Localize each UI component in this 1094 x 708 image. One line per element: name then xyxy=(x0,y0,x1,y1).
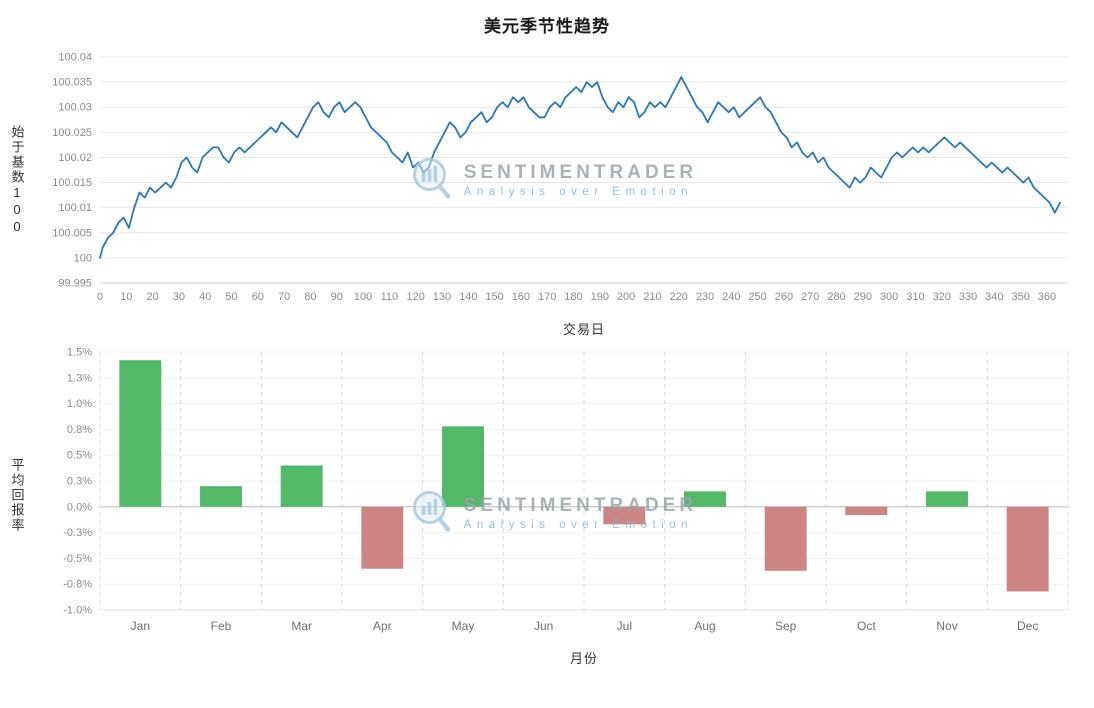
svg-text:170: 170 xyxy=(538,291,556,303)
svg-text:90: 90 xyxy=(331,291,343,303)
svg-text:140: 140 xyxy=(459,291,477,303)
svg-text:10: 10 xyxy=(120,291,132,303)
svg-text:Aug: Aug xyxy=(694,619,715,633)
bar-chart-x-axis-label-row: 月份 xyxy=(34,646,1084,673)
svg-text:330: 330 xyxy=(959,291,977,303)
svg-text:340: 340 xyxy=(985,291,1003,303)
svg-text:100.01: 100.01 xyxy=(58,202,92,214)
svg-text:100.04: 100.04 xyxy=(58,52,92,64)
line-chart-x-axis-label-row: 交易日 xyxy=(34,317,1084,344)
svg-text:100.03: 100.03 xyxy=(58,102,92,114)
bar-chart: 平均回报率 1.5% 1.3% 1.0% 0.8% 0.5% 0.3% 0.0% -0.3% -… xyxy=(0,344,1094,646)
svg-text:Sep: Sep xyxy=(775,619,797,633)
svg-text:Apr: Apr xyxy=(373,619,392,633)
svg-text:0.3%: 0.3% xyxy=(67,476,92,488)
svg-text:1.3%: 1.3% xyxy=(67,372,92,384)
svg-text:230: 230 xyxy=(696,291,714,303)
svg-text:210: 210 xyxy=(643,291,661,303)
svg-text:Jul: Jul xyxy=(617,619,632,633)
svg-text:Mar: Mar xyxy=(291,619,312,633)
svg-text:Oct: Oct xyxy=(857,619,876,633)
bar-chart-y-axis-label: 平均回报率 xyxy=(9,457,25,533)
svg-text:350: 350 xyxy=(1011,291,1029,303)
svg-text:320: 320 xyxy=(933,291,951,303)
page-title: 美元季节性趋势 xyxy=(484,17,610,36)
line-chart-svg: 100.04 100.035 100.03 100.025 100.02 100.015 1… xyxy=(52,52,1068,303)
svg-text:100.025: 100.025 xyxy=(52,127,92,139)
svg-text:100.005: 100.005 xyxy=(52,227,92,239)
svg-text:1.5%: 1.5% xyxy=(67,347,92,359)
svg-text:260: 260 xyxy=(775,291,793,303)
svg-text:0: 0 xyxy=(97,291,103,303)
svg-text:250: 250 xyxy=(748,291,766,303)
svg-text:30: 30 xyxy=(173,291,185,303)
svg-text:100: 100 xyxy=(354,291,372,303)
svg-text:160: 160 xyxy=(512,291,530,303)
svg-text:May: May xyxy=(452,619,475,633)
svg-text:220: 220 xyxy=(670,291,688,303)
svg-text:Nov: Nov xyxy=(936,619,957,633)
svg-text:180: 180 xyxy=(564,291,582,303)
svg-text:130: 130 xyxy=(433,291,451,303)
svg-text:-1.0%: -1.0% xyxy=(63,605,92,617)
svg-text:60: 60 xyxy=(252,291,264,303)
svg-text:100.035: 100.035 xyxy=(52,77,92,89)
svg-text:100: 100 xyxy=(74,252,92,264)
svg-text:-0.3%: -0.3% xyxy=(63,527,92,539)
svg-text:280: 280 xyxy=(827,291,845,303)
bar-chart-x-axis-label: 月份 xyxy=(569,651,598,666)
svg-text:310: 310 xyxy=(906,291,924,303)
svg-text:80: 80 xyxy=(304,291,316,303)
line-chart-y-axis-label: 始于基数100 xyxy=(9,124,25,236)
svg-text:0.0%: 0.0% xyxy=(67,501,92,513)
svg-text:-0.5%: -0.5% xyxy=(63,553,92,565)
svg-text:0.5%: 0.5% xyxy=(67,450,92,462)
svg-text:120: 120 xyxy=(406,291,424,303)
svg-text:270: 270 xyxy=(801,291,819,303)
svg-text:0.8%: 0.8% xyxy=(67,424,92,436)
svg-text:190: 190 xyxy=(591,291,609,303)
svg-text:100.02: 100.02 xyxy=(58,152,92,164)
svg-text:290: 290 xyxy=(854,291,872,303)
svg-text:20: 20 xyxy=(146,291,158,303)
line-chart-plot-area: 100.04 100.035 100.03 100.025 100.02 100.015 1… xyxy=(34,43,1094,317)
svg-text:40: 40 xyxy=(199,291,211,303)
svg-text:200: 200 xyxy=(617,291,635,303)
svg-text:100.015: 100.015 xyxy=(52,177,92,189)
bar-chart-svg: 1.5% 1.3% 1.0% 0.8% 0.5% 0.3% 0.0% -0.3% -0.5% -0… xyxy=(63,347,1069,633)
bar-chart-plot-area: 1.5% 1.3% 1.0% 0.8% 0.5% 0.3% 0.0% -0.3% -0.5% -0… xyxy=(34,344,1094,646)
line-chart-x-axis-label: 交易日 xyxy=(562,322,605,337)
svg-text:150: 150 xyxy=(485,291,503,303)
svg-text:-0.8%: -0.8% xyxy=(63,579,92,591)
svg-text:1.0%: 1.0% xyxy=(67,398,92,410)
svg-text:360: 360 xyxy=(1038,291,1056,303)
svg-text:240: 240 xyxy=(722,291,740,303)
svg-text:110: 110 xyxy=(381,291,399,303)
svg-text:50: 50 xyxy=(225,291,237,303)
svg-text:Jun: Jun xyxy=(534,619,553,633)
svg-text:99.995: 99.995 xyxy=(58,278,92,290)
svg-text:300: 300 xyxy=(880,291,898,303)
svg-text:Jan: Jan xyxy=(131,619,150,633)
line-chart: 始于基数100 100.04 100.035 100.03 100.025 100.02… xyxy=(0,43,1094,317)
svg-text:Feb: Feb xyxy=(211,619,232,633)
svg-text:70: 70 xyxy=(278,291,290,303)
svg-text:Dec: Dec xyxy=(1017,619,1038,633)
